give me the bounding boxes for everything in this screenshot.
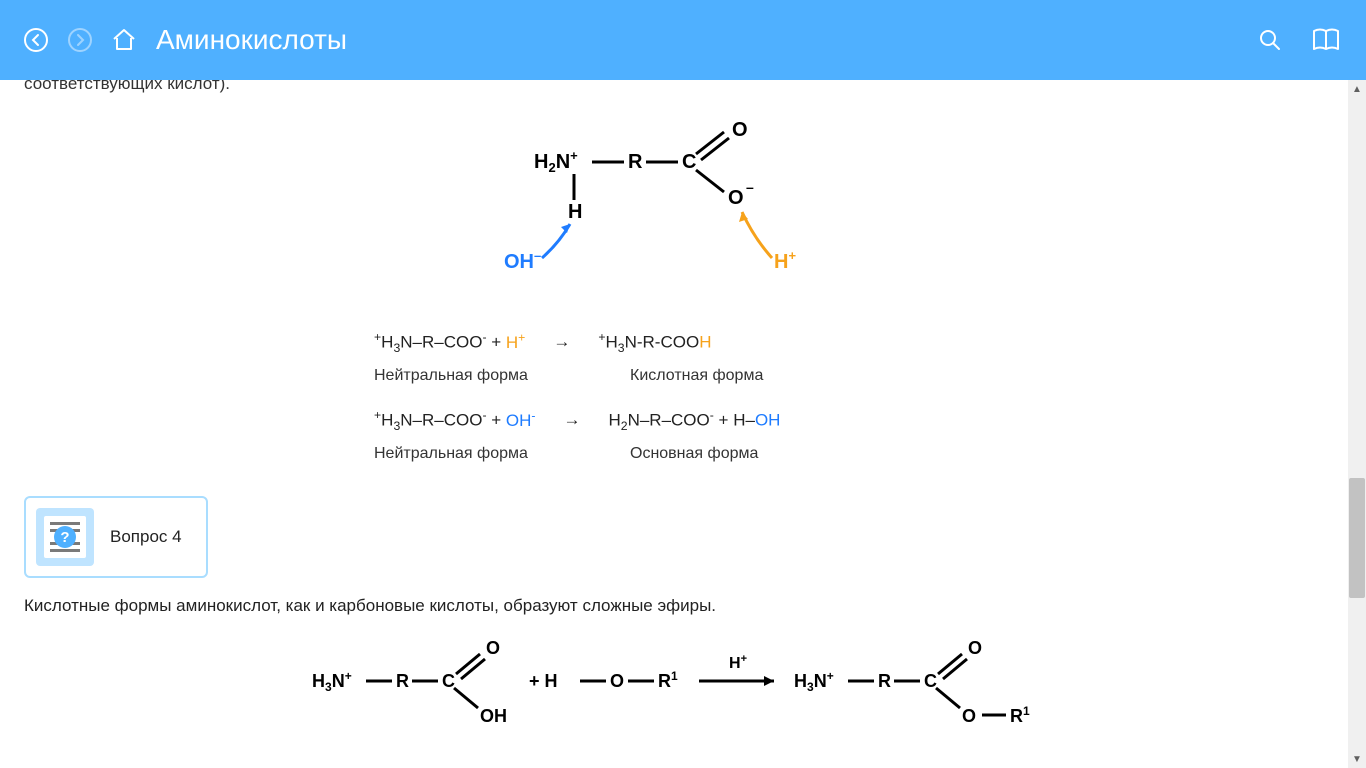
svg-text:OH–: OH– (504, 248, 541, 273)
svg-text:C: C (682, 151, 696, 173)
label-neutral-2: Нейтральная форма (374, 441, 574, 467)
equation-2: +H3N–R–COO- + OH- → H2N–R–COO- + H–OH (374, 406, 974, 437)
cut-previous-line: соответствующих кислот). (24, 80, 1324, 94)
vertical-scrollbar[interactable]: ▲ ▼ (1348, 80, 1366, 768)
home-button[interactable] (104, 20, 144, 60)
svg-text:O: O (968, 638, 982, 658)
book-button[interactable] (1306, 20, 1346, 60)
forward-button (60, 20, 100, 60)
search-button[interactable] (1250, 20, 1290, 60)
question-card-label: Вопрос 4 (110, 527, 182, 547)
page-title: Аминокислоты (156, 24, 347, 56)
label-neutral-1: Нейтральная форма (374, 363, 574, 389)
svg-text:–: – (746, 179, 754, 195)
svg-text:O: O (728, 187, 744, 209)
svg-text:H+: H+ (774, 248, 796, 273)
svg-text:O: O (962, 706, 976, 722)
svg-text:R: R (396, 671, 409, 691)
label-acid: Кислотная форма (630, 363, 763, 389)
equation-1: +H3N–R–COO- + H+ → +H3N-R-COOH (374, 328, 974, 359)
zwitterion-diagram: H2N+ R C O O – H OH– H+ (474, 118, 874, 308)
svg-text:O: O (732, 119, 748, 141)
label-base: Основная форма (630, 441, 758, 467)
svg-text:H3N+: H3N+ (794, 669, 834, 694)
svg-text:H3N+: H3N+ (312, 669, 352, 694)
svg-text:C: C (442, 671, 455, 691)
svg-text:H: H (568, 201, 582, 223)
svg-text:+ H: + H (529, 671, 558, 691)
svg-text:R: R (628, 151, 643, 173)
question-card-4[interactable]: ? Вопрос 4 (24, 496, 208, 578)
content-area: соответствующих кислот). H2N+ R C O O – … (0, 80, 1348, 768)
back-button[interactable] (16, 20, 56, 60)
svg-text:H2N+: H2N+ (534, 148, 578, 175)
svg-text:O: O (486, 638, 500, 658)
question-icon: ? (36, 508, 94, 566)
scroll-down-arrow[interactable]: ▼ (1348, 750, 1366, 768)
svg-text:R1: R1 (1010, 704, 1030, 722)
svg-text:OH: OH (480, 706, 507, 722)
scroll-track[interactable] (1348, 98, 1366, 750)
scroll-thumb[interactable] (1349, 478, 1365, 598)
equations-block: +H3N–R–COO- + H+ → +H3N-R-COOH Нейтральн… (374, 328, 974, 466)
scroll-up-arrow[interactable]: ▲ (1348, 80, 1366, 98)
paragraph-esters: Кислотные формы аминокислот, как и карбо… (24, 596, 1324, 616)
svg-text:C: C (924, 671, 937, 691)
svg-text:R: R (878, 671, 891, 691)
app-header: Аминокислоты (0, 0, 1366, 80)
svg-text:R1: R1 (658, 669, 678, 691)
svg-text:H+: H+ (729, 653, 747, 672)
ester-reaction-diagram: H3N+ R C O OH + H O R1 H+ H3N+ R C (294, 632, 1054, 722)
svg-text:O: O (610, 671, 624, 691)
